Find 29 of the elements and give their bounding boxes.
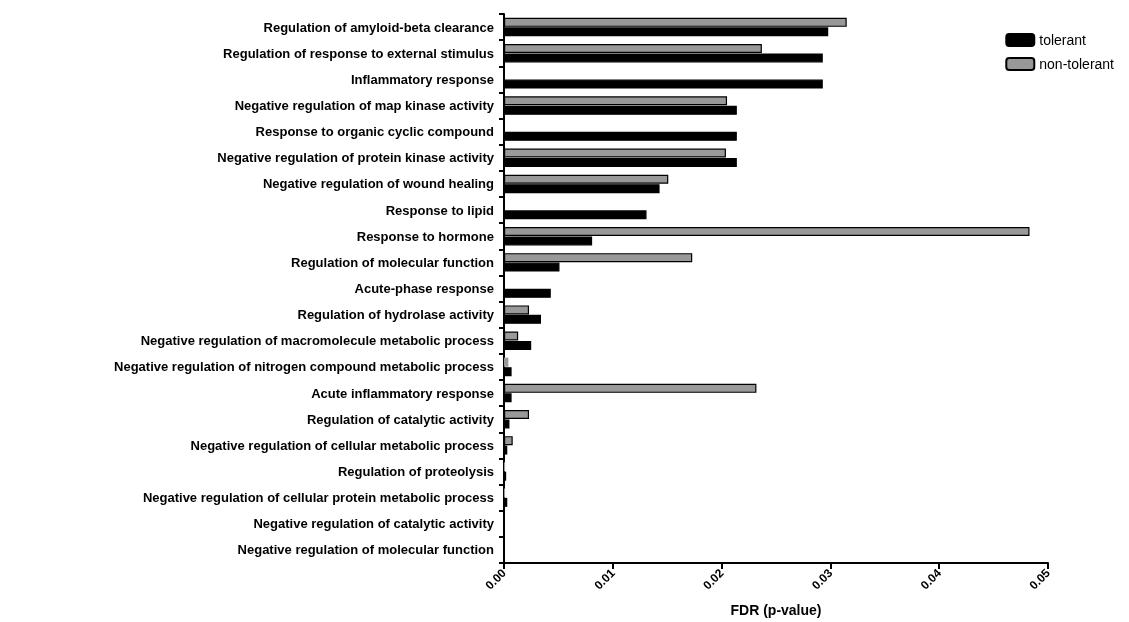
x-tick-label: 0.00	[482, 565, 510, 593]
y-tick-label: Response to organic cyclic compound	[255, 124, 495, 140]
y-tick-label: Negative regulation of cellular protein metabolic process	[142, 490, 494, 506]
y-tick-label: Negative regulation of protein kinase activity	[217, 150, 495, 166]
y-tick-label: Negative regulation of map kinase activity	[234, 98, 495, 113]
y-tick-label: Acute-phase response	[354, 281, 494, 296]
y-tick-label: Negative regulation of nitrogen compound metabolic process	[114, 359, 494, 375]
y-tick-label: Regulation of response to external stimulus	[223, 45, 494, 61]
x-tick-label: 0.04	[917, 565, 945, 593]
legend-label: non-tolerant	[1039, 56, 1115, 72]
y-tick-label: Inflammatory response	[350, 71, 494, 87]
legend-label: tolerant	[1039, 32, 1087, 48]
x-tick-label: 0.02	[700, 565, 727, 593]
y-tick-label: Acute inflammatory response	[311, 385, 494, 401]
x-axis-title: FDR (p-value)	[730, 602, 822, 618]
x-tick-label: 0.03	[808, 565, 836, 593]
y-tick-label: Regulation of hydrolase activity	[297, 307, 495, 323]
y-tick-label: Regulation of catalytic activity	[306, 411, 495, 427]
y-tick-label: Regulation of molecular function	[291, 254, 495, 270]
y-tick-label: Regulation of amyloid-beta clearance	[263, 19, 494, 35]
y-tick-label: Negative regulation of cellular metabolic process	[190, 437, 494, 453]
y-tick-label: Negative regulation of catalytic activity	[253, 516, 495, 532]
y-tick-label: Negative regulation of molecular function	[237, 542, 495, 558]
y-tick-label: Response to lipid	[385, 202, 495, 218]
y-tick-label: Response to hormone	[356, 228, 494, 244]
x-tick-label: 0.01	[591, 565, 618, 593]
y-tick-label: Negative regulation of wound healing	[262, 176, 495, 192]
y-tick-label: Regulation of proteolysis	[337, 464, 494, 479]
y-tick-label: Negative regulation of macromolecule metabolic process	[140, 333, 494, 349]
